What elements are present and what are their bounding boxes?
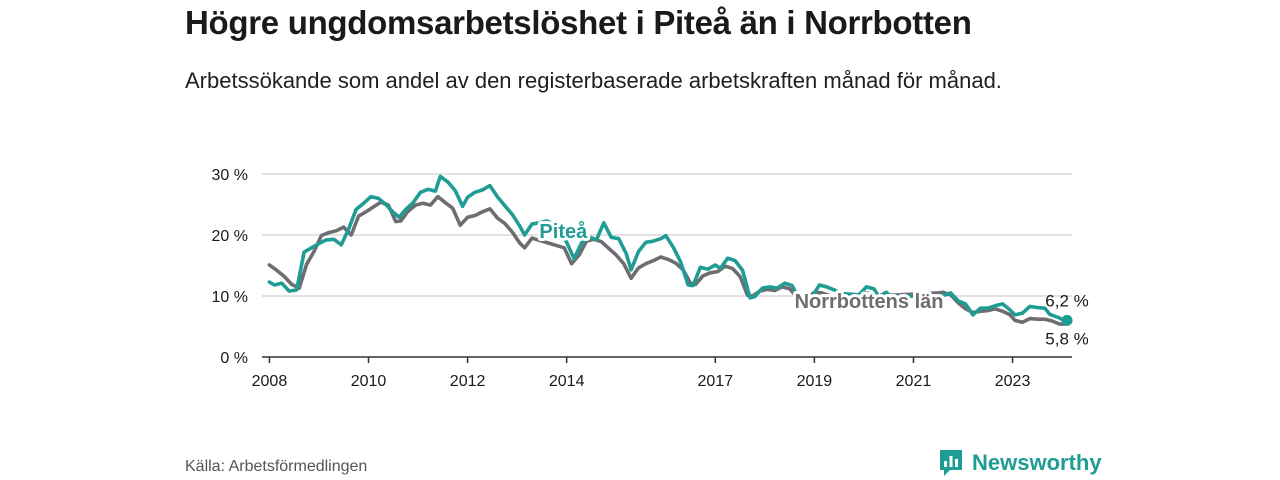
newsworthy-logo: Newsworthy [938,448,1102,478]
pitea-end-point [1061,314,1073,326]
source-note: Källa: Arbetsförmedlingen [185,458,368,475]
x-tick-label: 2023 [995,373,1031,390]
pitea-end-value: 6,2 % [1045,291,1088,310]
bar-chart-icon [940,450,962,476]
x-tick-label: 2010 [351,373,387,390]
x-tick-label: 2019 [797,373,833,390]
x-tick-label: 2012 [450,373,486,390]
chart-title: Högre ungdomsarbetslöshet i Piteå än i N… [185,4,972,41]
norrbotten-line [267,194,1069,326]
pitea-label: Piteå [539,220,588,243]
chart-subtitle: Arbetssökande som andel av den registerb… [185,68,1002,93]
y-tick-label: 0 % [220,350,248,367]
x-tick-label: 2014 [549,373,585,390]
y-tick-label: 20 % [212,228,248,245]
axis-layer: 0 % 10 % 20 % 30 % 2008 2010 2012 2014 2017 2019 2… [212,167,1072,390]
series-label-halo: Piteå [539,220,588,243]
series-layer [267,174,1073,326]
x-tick-label: 2021 [896,373,932,390]
y-tick-label: 10 % [212,289,248,306]
pitea-line [267,174,1069,323]
brand-name: Newsworthy [972,450,1102,475]
series-label-halo: Norrbottens län [795,291,944,313]
norrbotten-end-value: 5,8 % [1045,330,1088,349]
x-tick-label: 2008 [252,373,288,390]
x-tick-label: 2017 [698,373,734,390]
norrbotten-label: Norrbottens län [795,291,944,313]
y-tick-label: 30 % [212,167,248,184]
